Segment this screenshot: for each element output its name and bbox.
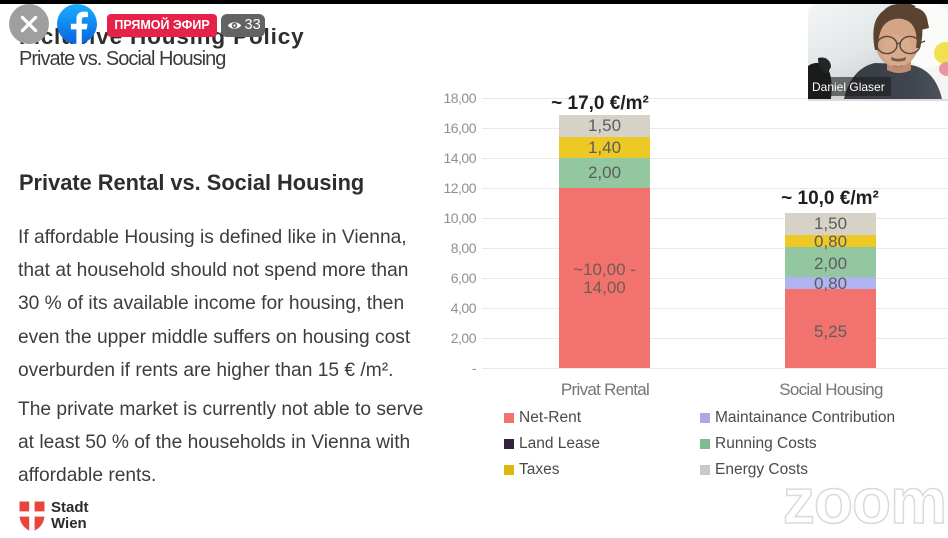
svg-text:Daniel Glaser: Daniel Glaser bbox=[812, 80, 885, 94]
